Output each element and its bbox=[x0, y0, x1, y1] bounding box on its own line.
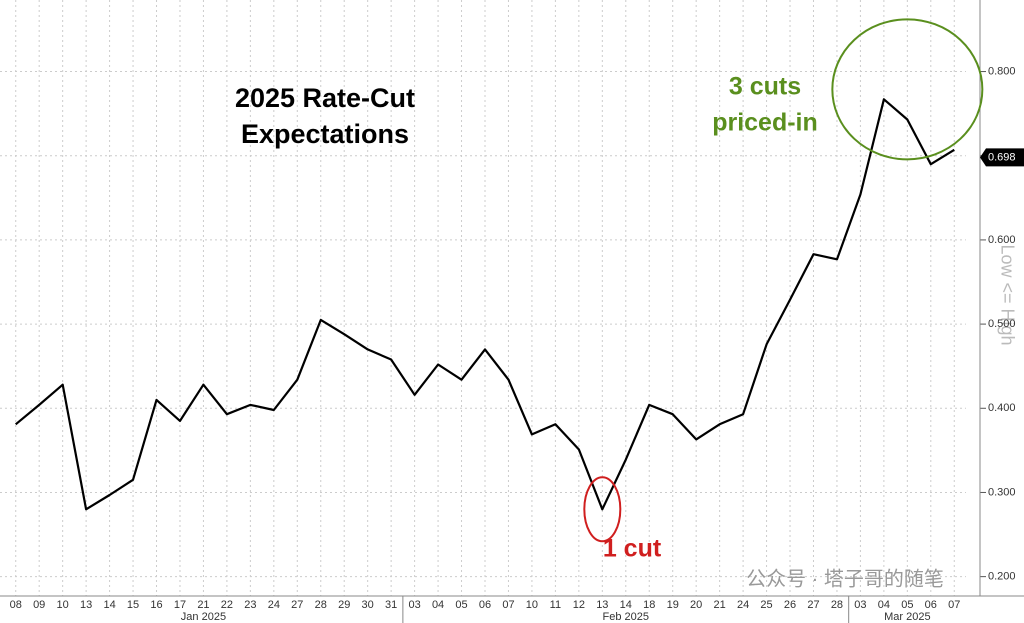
x-tick-label: 12 bbox=[573, 599, 585, 611]
x-tick-label: 23 bbox=[244, 599, 256, 611]
month-label: Feb 2025 bbox=[603, 611, 649, 623]
x-tick-label: 07 bbox=[948, 599, 960, 611]
x-tick-label: 05 bbox=[455, 599, 467, 611]
x-tick-label: 09 bbox=[33, 599, 45, 611]
y-tick-label: 0.500 bbox=[988, 318, 1016, 330]
x-tick-label: 13 bbox=[80, 599, 92, 611]
x-tick-label: 07 bbox=[502, 599, 514, 611]
annotation-high: 3 cuts bbox=[729, 73, 801, 101]
x-tick-label: 24 bbox=[268, 599, 280, 611]
highlight-circle bbox=[831, 18, 984, 161]
x-tick-label: 06 bbox=[479, 599, 491, 611]
x-tick-label: 10 bbox=[526, 599, 538, 611]
chart-title: 2025 Rate-Cut bbox=[235, 83, 415, 113]
y-tick-label: 0.200 bbox=[988, 571, 1016, 583]
x-tick-label: 21 bbox=[714, 599, 726, 611]
line bbox=[14, 98, 955, 511]
x-tick-label: 08 bbox=[10, 599, 22, 611]
x-tick-label: 13 bbox=[596, 599, 608, 611]
x-tick-label: 10 bbox=[57, 599, 69, 611]
x-tick-label: 22 bbox=[221, 599, 233, 611]
watermark: 公众号 · 塔子哥的随笔 bbox=[746, 567, 944, 590]
x-tick-label: 26 bbox=[784, 599, 796, 611]
x-tick-label: 04 bbox=[878, 599, 890, 611]
x-tick-label: 15 bbox=[127, 599, 139, 611]
y-tick-label: 0.300 bbox=[988, 486, 1016, 498]
x-tick-label: 14 bbox=[620, 599, 632, 611]
last-value-label: 0.698 bbox=[988, 151, 1016, 163]
x-tick-label: 25 bbox=[760, 599, 772, 611]
annotation-high: priced-in bbox=[712, 109, 818, 137]
x-tick-label: 04 bbox=[432, 599, 444, 611]
x-tick-label: 28 bbox=[315, 599, 327, 611]
month-label: Jan 2025 bbox=[181, 611, 226, 623]
x-tick-label: 18 bbox=[643, 599, 655, 611]
y-tick-label: 0.600 bbox=[988, 234, 1016, 246]
y-tick-label: 0.800 bbox=[988, 65, 1016, 77]
month-label: Mar 2025 bbox=[884, 611, 930, 623]
chart-title: Expectations bbox=[241, 119, 409, 149]
last-value-box bbox=[980, 148, 1024, 167]
x-tick-label: 19 bbox=[667, 599, 679, 611]
highlight-circle bbox=[583, 476, 622, 543]
x-tick-label: 31 bbox=[385, 599, 397, 611]
x-tick-label: 29 bbox=[338, 599, 350, 611]
x-tick-label: 27 bbox=[291, 599, 303, 611]
x-tick-label: 05 bbox=[901, 599, 913, 611]
x-tick-label: 30 bbox=[362, 599, 374, 611]
x-tick-label: 24 bbox=[737, 599, 749, 611]
x-tick-label: 21 bbox=[197, 599, 209, 611]
x-tick-label: 16 bbox=[150, 599, 162, 611]
x-tick-label: 27 bbox=[807, 599, 819, 611]
x-tick-label: 03 bbox=[854, 599, 866, 611]
x-tick-label: 11 bbox=[550, 599, 561, 611]
annotation-low: 1 cut bbox=[603, 535, 662, 563]
x-tick-label: 28 bbox=[831, 599, 843, 611]
x-tick-label: 03 bbox=[408, 599, 420, 611]
y-axis-label: Low <= High bbox=[997, 244, 1017, 345]
x-tick-label: 20 bbox=[690, 599, 702, 611]
x-tick-label: 06 bbox=[925, 599, 937, 611]
y-tick-label: 0.400 bbox=[988, 402, 1016, 414]
x-tick-label: 14 bbox=[103, 599, 115, 611]
x-tick-label: 17 bbox=[174, 599, 186, 611]
